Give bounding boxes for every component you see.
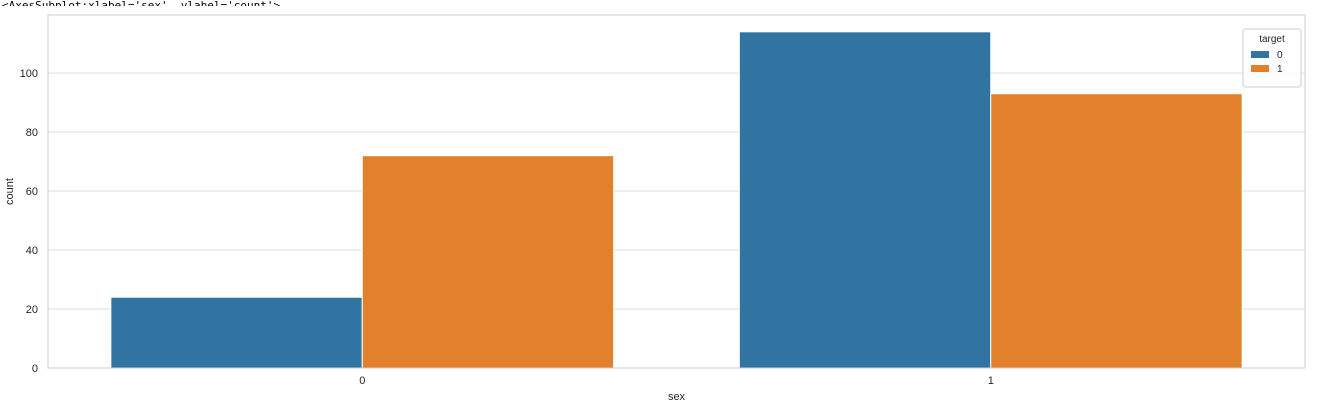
legend-swatch-0: [1251, 51, 1269, 58]
x-tick-label: 1: [988, 375, 994, 387]
legend-label-1: 1: [1277, 64, 1283, 75]
y-tick-label: 20: [26, 304, 38, 316]
bar-sex-1-target-0: [738, 31, 992, 369]
legend-title: target: [1259, 34, 1285, 45]
plot-frame: [47, 14, 1306, 369]
legend: target 0 1: [1242, 28, 1302, 88]
y-tick-label: 80: [26, 127, 38, 139]
bar-sex-0-target-0: [110, 296, 363, 369]
y-tick-label: 60: [26, 186, 38, 198]
code-output-text: <AxesSubplot:xlabel='sex', ylabel='count…: [2, 0, 280, 6]
bar-sex-0-target-1: [361, 155, 615, 369]
bar-sex-1-target-1: [990, 93, 1243, 369]
x-tick-label: 0: [359, 375, 365, 387]
axes-frame: [47, 14, 1306, 369]
legend-label-0: 0: [1277, 50, 1283, 61]
y-tick-label: 0: [32, 363, 38, 375]
x-axis-label: sex: [668, 391, 686, 403]
y-tick-label: 100: [20, 68, 38, 80]
legend-swatch-1: [1251, 65, 1269, 72]
y-tick-labels: 0 20 40 60 80 100: [20, 68, 38, 375]
bars: [110, 31, 1243, 369]
legend-box: [1242, 28, 1302, 88]
y-tick-label: 40: [26, 245, 38, 257]
y-axis-label: count: [4, 178, 16, 205]
